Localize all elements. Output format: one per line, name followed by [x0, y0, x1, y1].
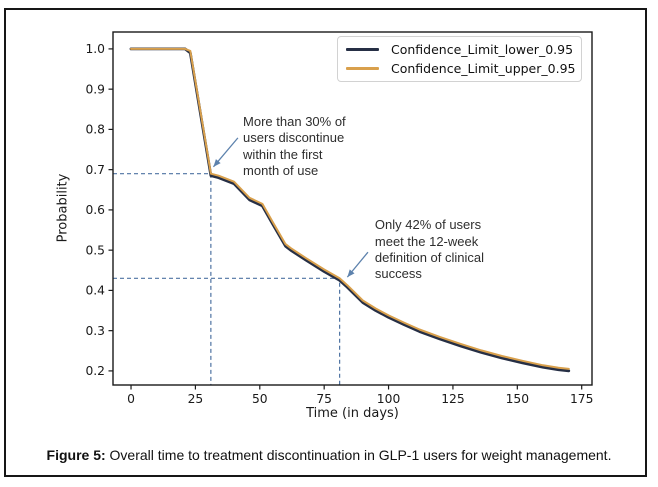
y-tick-label: 1.0 — [85, 42, 105, 56]
lower-ci-curve — [129, 47, 571, 373]
plot-spines — [112, 31, 593, 386]
y-tick-label: 0.5 — [85, 243, 105, 257]
survival-curve-chart: 0 25 50 75 100 125 150 175 0.2 0.3 0.4 0.5 0.6 0.7 0.8… — [85, 31, 593, 406]
annotation-12-week-clinical-success: Only 42% of users meet the 12-week defin… — [374, 217, 485, 282]
y-tick-label: 0.7 — [85, 163, 105, 177]
legend-label-lower: Confidence_Limit_lower_0.95 — [391, 41, 574, 57]
legend-item-lower: Confidence_Limit_lower_0.95 — [346, 41, 573, 58]
figure-caption-label: Figure 5: — [46, 447, 106, 463]
annotation-arrowhead — [347, 269, 355, 278]
figure-caption-text: Overall time to treatment discontinuatio… — [105, 447, 612, 463]
x-tick-label: 100 — [377, 392, 400, 406]
reference-dashed-line — [113, 173, 212, 385]
annotation-arrowhead — [213, 159, 221, 167]
legend: Confidence_Limit_lower_0.95 Confidence_L… — [337, 36, 582, 82]
x-tick-label: 150 — [506, 392, 529, 406]
y-tick-label: 0.2 — [85, 364, 105, 378]
annotation-first-month-discontinuation: More than 30% of users discontinue withi… — [243, 114, 346, 179]
x-tick-label: 25 — [188, 392, 204, 406]
upper-ci-curve — [130, 47, 570, 370]
y-tick-label: 0.8 — [85, 123, 105, 137]
y-tick-label: 0.4 — [85, 284, 105, 298]
legend-item-upper: Confidence_Limit_upper_0.95 — [346, 61, 576, 78]
y-tick-label: 0.6 — [85, 203, 105, 217]
y-tick-label: 0.9 — [85, 82, 105, 96]
y-axis-label: Probability — [55, 173, 71, 243]
x-tick-label: 50 — [252, 392, 268, 406]
outer-border — [4, 8, 647, 477]
reference-dashed-line — [113, 277, 341, 385]
x-tick-label: 125 — [441, 392, 464, 406]
x-tick-label: 0 — [127, 392, 135, 406]
legend-label-upper: Confidence_Limit_upper_0.95 — [391, 61, 576, 77]
x-tick-label: 175 — [570, 392, 593, 406]
upper-ci-line-swatch — [346, 67, 379, 71]
lower-ci-line-swatch — [346, 47, 379, 51]
x-axis-label: Time (in days) — [306, 406, 399, 421]
x-tick-label: 75 — [316, 392, 332, 406]
y-tick-label: 0.3 — [85, 324, 105, 338]
figure-caption: Figure 5: Overall time to treatment disc… — [0, 447, 658, 463]
